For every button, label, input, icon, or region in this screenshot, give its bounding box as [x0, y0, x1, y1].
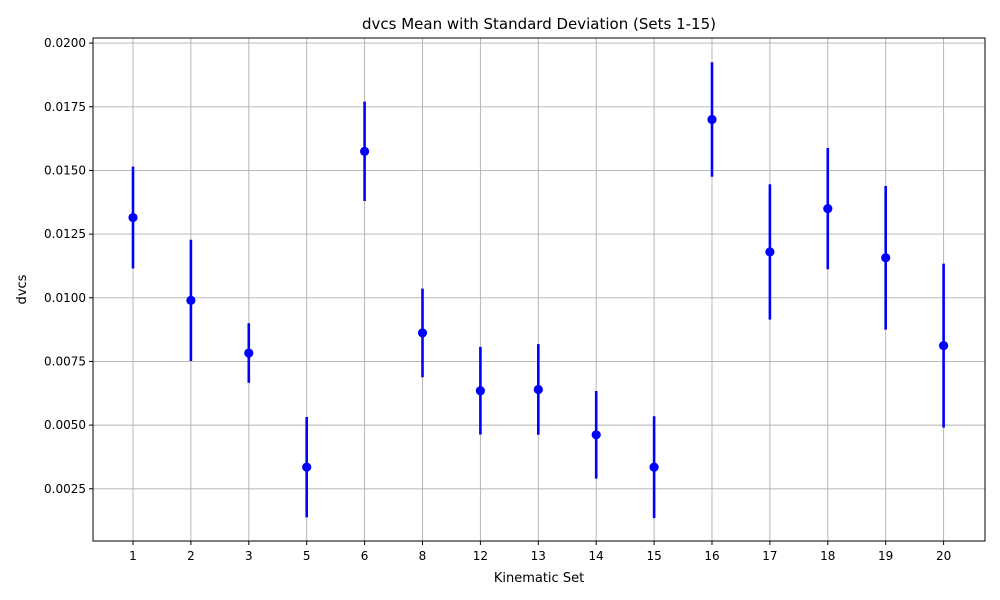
plot-frame — [92, 37, 986, 542]
x-tick-label: 2 — [187, 549, 195, 563]
y-axis-ticks: 0.0025 0.0050 0.0075 0.0100 0.0125 0.0150 0.01… — [44, 36, 93, 496]
mean-point — [417, 328, 428, 338]
mean-point — [475, 386, 485, 396]
grid-lines — [93, 38, 985, 541]
y-axis-label: dvcs — [15, 274, 30, 304]
mean-point — [533, 384, 543, 395]
y-tick-label: 0.0150 — [44, 163, 86, 177]
x-tick-label: 12 — [473, 549, 488, 563]
mean-point — [765, 247, 775, 257]
y-tick-label: 0.0125 — [44, 227, 86, 241]
mean-point — [881, 253, 891, 263]
y-tick-label: 0.0175 — [44, 100, 86, 114]
y-tick-label: 0.0075 — [44, 354, 86, 368]
y-tick-label: 0.0100 — [44, 291, 86, 305]
mean-point — [939, 341, 949, 351]
x-tick-label: 18 — [820, 549, 835, 563]
x-tick-label: 8 — [419, 549, 427, 563]
x-tick-label: 3 — [245, 549, 253, 563]
x-axis-ticks: 1 2 3 5 6 8 12 13 14 15 16 17 18 19 20 — [129, 541, 951, 563]
x-tick-label: 17 — [762, 549, 777, 563]
x-tick-label: 20 — [936, 549, 951, 563]
y-tick-label: 0.0050 — [44, 418, 86, 432]
mean-point — [244, 348, 254, 358]
y-tick-label: 0.0200 — [44, 36, 86, 50]
x-tick-label: 15 — [646, 549, 661, 563]
x-tick-label: 13 — [531, 549, 546, 563]
y-tick-label: 0.0025 — [44, 482, 86, 496]
mean-point — [128, 212, 138, 223]
x-axis-label: Kinematic Set — [494, 571, 584, 586]
mean-point — [649, 462, 659, 472]
x-tick-label: 6 — [361, 549, 369, 563]
x-tick-label: 1 — [129, 549, 137, 563]
mean-points — [128, 114, 949, 472]
mean-point — [302, 462, 312, 472]
x-tick-label: 19 — [878, 549, 893, 563]
mean-point — [823, 204, 833, 214]
mean-point — [186, 295, 196, 305]
chart-title: dvcs Mean with Standard Deviation (Sets … — [362, 15, 716, 33]
x-tick-label: 5 — [303, 549, 311, 563]
mean-point — [591, 430, 601, 440]
mean-point — [360, 146, 370, 156]
mean-point — [707, 114, 717, 125]
x-tick-label: 14 — [589, 549, 604, 563]
x-tick-label: 16 — [704, 549, 719, 563]
